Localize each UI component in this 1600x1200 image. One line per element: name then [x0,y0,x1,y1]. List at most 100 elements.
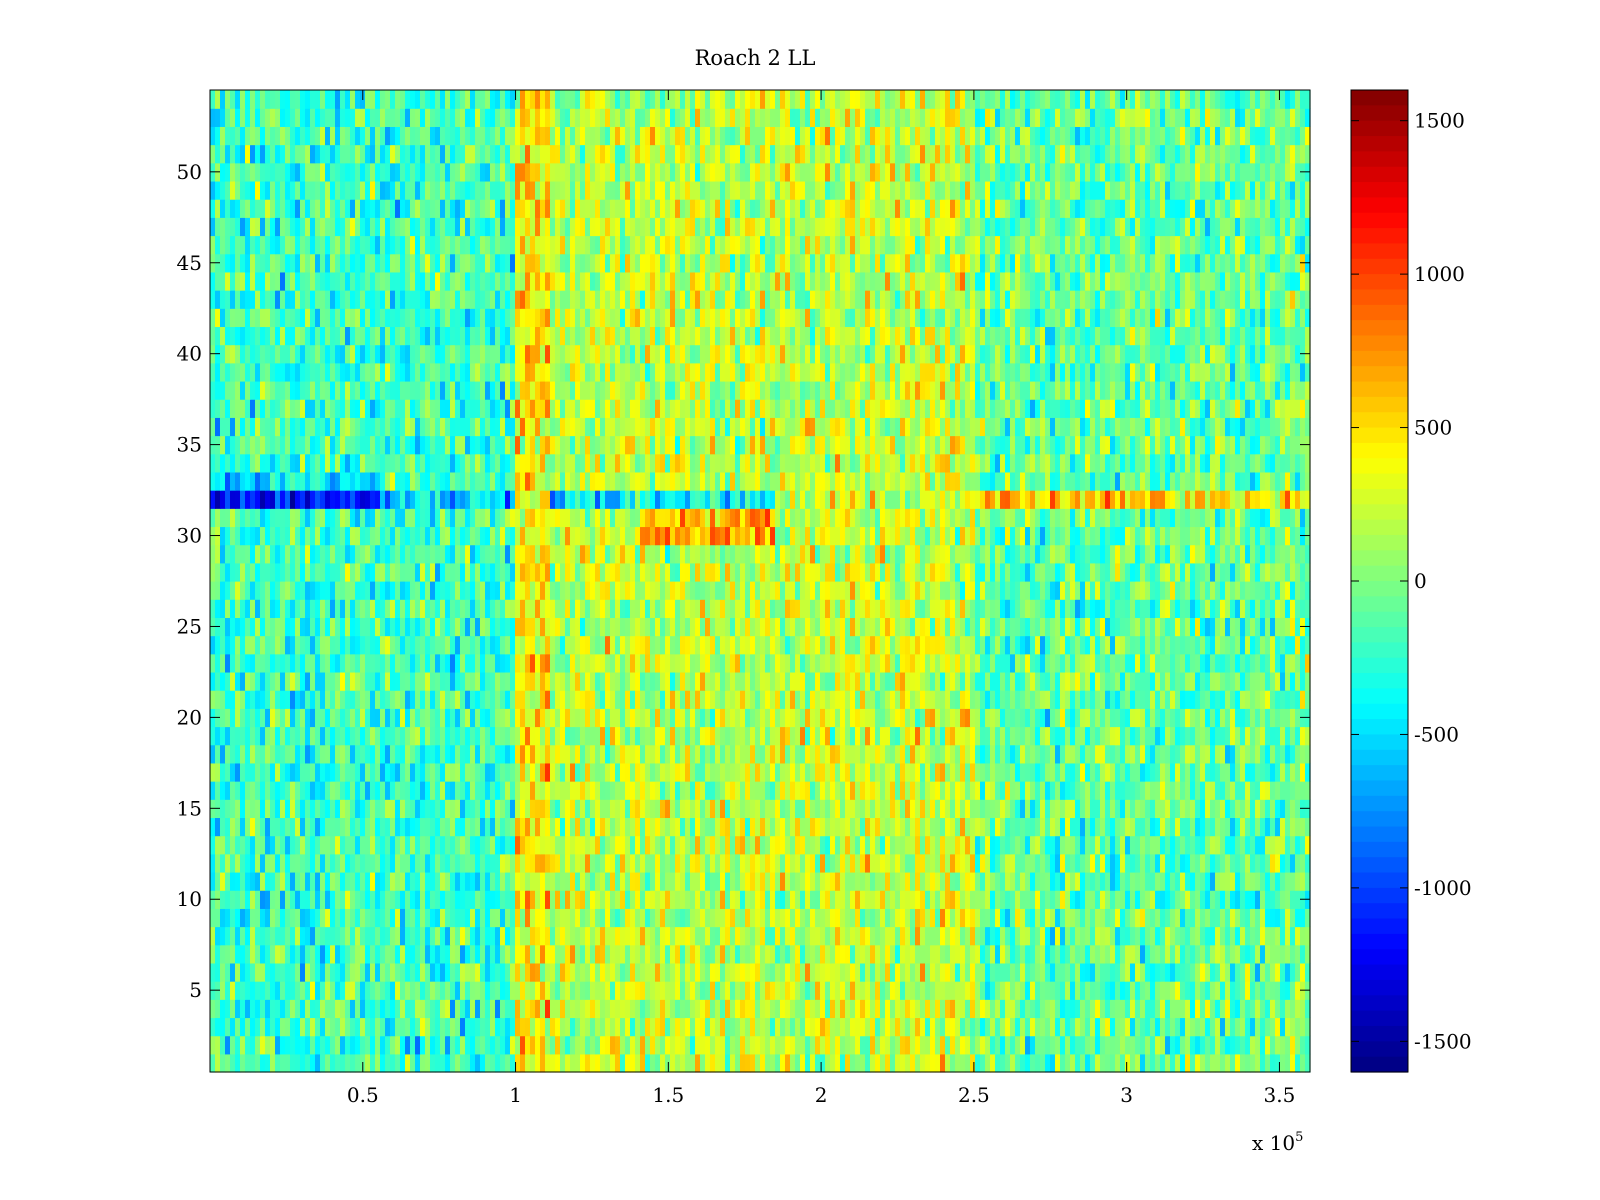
heat-cell [785,726,791,746]
heat-cell [335,690,341,709]
heat-cell [800,1053,806,1073]
heat-cell [325,781,331,800]
heat-cell [1045,1035,1051,1055]
heat-cell [855,835,861,855]
heat-cell [645,944,651,964]
heat-cell [390,1035,396,1055]
heat-cell [1205,890,1211,909]
heat-cell [1130,744,1136,764]
heat-cell [725,1035,731,1055]
heat-cell [270,708,276,728]
heat-cell [615,1053,621,1073]
heat-cell [885,817,891,837]
heat-cell [780,871,786,891]
heat-cell [410,999,416,1019]
heat-cell [1100,999,1106,1019]
heat-cell [960,944,966,964]
heat-cell [775,962,781,982]
heat-cell [240,744,246,764]
heat-cell [305,962,311,982]
heat-cell [395,1053,401,1073]
heat-cell [270,653,276,673]
heat-cell [505,835,511,855]
heat-cell [530,1053,536,1073]
heat-cell [480,890,486,909]
heat-cell [530,835,536,855]
heat-cell [725,708,731,728]
heat-cell [305,671,311,691]
heat-cell [770,1035,776,1055]
heat-cell [300,1017,306,1037]
heat-cell [1275,944,1281,964]
heat-cell [990,817,996,837]
heat-cell [900,853,906,873]
heat-cell [445,999,451,1019]
heat-cell [735,708,741,728]
heat-cell [1100,690,1106,709]
heat-cell [530,817,536,837]
heat-cell [720,890,726,909]
heat-cell [1295,781,1301,800]
heat-cell [325,817,331,837]
heat-cell [910,835,916,855]
heat-cell [305,908,311,928]
heat-cell [890,890,896,909]
heat-cell [1145,981,1151,1000]
heat-cell [510,671,516,691]
heat-cell [1160,799,1166,819]
heat-cell [290,853,296,873]
heat-cell [1140,890,1146,909]
heat-cell [585,744,591,764]
heat-cell [570,671,576,691]
heat-cell [580,981,586,1000]
heat-cell [630,908,636,928]
heat-cell [625,890,631,909]
heat-cell [450,999,456,1019]
heat-cell [720,835,726,855]
heat-cell [805,908,811,928]
heat-cell [770,853,776,873]
heat-cell [270,1017,276,1037]
heat-cell [985,817,991,837]
heat-cell [930,999,936,1019]
heat-cell [865,908,871,928]
heat-cell [655,962,661,982]
heat-cell [1300,726,1306,746]
heat-cell [365,799,371,819]
heat-cell [810,817,816,837]
heat-cell [975,781,981,800]
heat-cell [305,817,311,837]
heat-cell [1055,744,1061,764]
heat-cell [965,653,971,673]
heat-cell [1265,817,1271,837]
heat-cell [345,781,351,800]
heat-cell [250,799,256,819]
heat-cell [1065,817,1071,837]
heat-cell [1150,1017,1156,1037]
heat-cell [695,708,701,728]
heat-cell [850,999,856,1019]
heat-cell [1200,835,1206,855]
heat-cell [505,799,511,819]
heat-cell [1110,799,1116,819]
heat-cell [825,926,831,946]
heat-cell [1035,1053,1041,1073]
heat-cell [670,908,676,928]
heat-cell [1095,1053,1101,1073]
heat-cell [440,726,446,746]
heat-cell [1260,744,1266,764]
heat-cell [1050,1017,1056,1037]
heat-cell [255,744,261,764]
heat-cell [230,1035,236,1055]
heat-cell [1280,999,1286,1019]
heat-cell [595,690,601,709]
heat-cell [1000,962,1006,982]
heat-cell [790,817,796,837]
heat-cell [705,926,711,946]
heat-cell [350,653,356,673]
heat-cell [400,781,406,800]
heat-cell [480,944,486,964]
heat-cell [265,762,271,782]
heat-cell [295,671,301,691]
heat-cell [840,817,846,837]
